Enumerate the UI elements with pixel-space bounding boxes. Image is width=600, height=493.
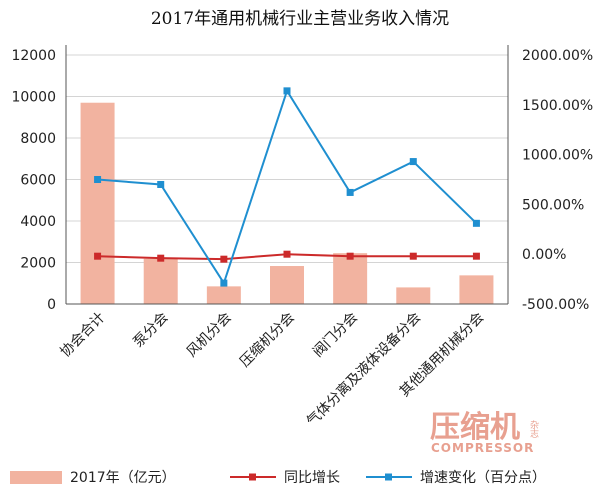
category-label: 泵分会: [131, 310, 172, 351]
legend-swatch-marker: [249, 473, 256, 481]
line-series: [94, 87, 480, 287]
data-point: [220, 279, 228, 287]
legend-label: 同比增长: [284, 470, 340, 486]
data-point: [157, 254, 165, 262]
data-point: [346, 252, 354, 260]
axes: 0 2000 4000 6000 8000 10000 12000 -500.00% 0.00%…: [11, 45, 593, 313]
chart-title: 2017年通用机械行业主营业务收入情况: [151, 9, 449, 29]
data-point: [283, 87, 291, 95]
watermark-cn: 压缩机: [430, 410, 520, 445]
y-left-tick-label: 4000: [20, 214, 56, 230]
legend-swatch-marker: [385, 473, 392, 481]
data-point: [283, 250, 291, 258]
y-right-tick-label: 2000.00%: [522, 48, 593, 64]
legend-label: 2017年（亿元）: [70, 470, 176, 486]
y-left-tick-label: 6000: [20, 173, 56, 189]
data-point: [472, 219, 480, 227]
bar: [143, 258, 178, 304]
y-right-tick-label: -500.00%: [522, 297, 589, 313]
category-label: 气体分离及液体设备分会: [303, 309, 424, 430]
y-right-tick-label: 0.00%: [522, 247, 566, 263]
legend: 2017年（亿元） 同比增长 增速变化（百分点）: [10, 470, 546, 486]
bar-series: [80, 102, 494, 304]
data-point: [409, 252, 417, 260]
data-point: [94, 252, 102, 260]
y-left-tick-label: 2000: [20, 256, 56, 272]
bar: [270, 266, 304, 304]
data-point: [94, 176, 102, 183]
data-point: [157, 180, 165, 188]
legend-label: 增速变化（百分点）: [420, 470, 546, 486]
bar: [333, 253, 368, 304]
data-point: [220, 255, 228, 263]
bar: [80, 102, 115, 304]
category-label: 阀门分会: [310, 310, 361, 361]
y-right-tick-label: 500.00%: [522, 197, 584, 213]
bar: [459, 275, 494, 304]
category-label: 风机分会: [184, 310, 235, 361]
gridlines: [66, 54, 508, 305]
category-label: 协会合计: [57, 310, 108, 361]
y-right-tick-label: 1000.00%: [522, 148, 593, 164]
bar: [206, 286, 241, 304]
y-left-tick-label: 0: [47, 297, 56, 313]
data-point: [409, 158, 417, 166]
watermark-side: 杂志: [528, 420, 539, 438]
bar: [396, 287, 431, 304]
category-label: 压缩机分会: [237, 310, 298, 371]
y-left-tick-label: 10000: [11, 90, 56, 106]
y-right-tick-label: 1500.00%: [522, 98, 593, 114]
data-point: [346, 188, 354, 196]
watermark-logo: 压缩机 杂志 COMPRESSOR: [430, 410, 539, 455]
watermark-en: COMPRESSOR: [431, 441, 534, 455]
y-left-tick-label: 12000: [11, 48, 56, 64]
y-left-tick-label: 8000: [20, 131, 56, 147]
data-point: [472, 252, 480, 260]
legend-swatch-bar: [10, 471, 62, 484]
